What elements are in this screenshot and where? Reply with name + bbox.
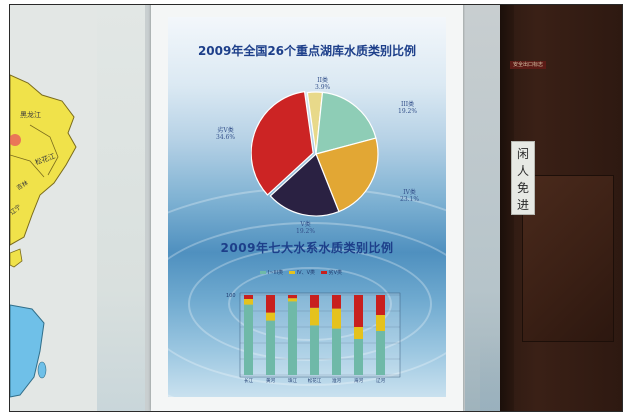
door-panel	[522, 175, 614, 342]
legend-item-good: I~III类	[260, 270, 283, 276]
pie-label-v: V类 19.2%	[296, 221, 315, 235]
bar-5-1	[354, 327, 363, 339]
legend-item-mid: IV、V类	[288, 270, 316, 276]
x-tick-label-0: 长江	[244, 377, 253, 384]
y-axis-max-label: 100	[226, 293, 236, 299]
door-top-sign: 安全出口标志	[510, 61, 546, 69]
map-label-heilongjiang: 黑龙江	[20, 110, 41, 119]
bar-4-0	[332, 328, 341, 375]
pie-slice-3	[269, 152, 340, 217]
bar-2-0	[288, 301, 297, 375]
bar-6-0	[376, 331, 385, 375]
pie-label-iii-pct: 19.2%	[398, 108, 418, 115]
pie-label-worse-v-pct: 34.6%	[216, 134, 236, 141]
poster: 2009年全国26个重点湖库水质类别比例 II类 3.9% III类 19.2%…	[168, 17, 446, 397]
pie-chart	[251, 90, 379, 217]
bar-3-1	[310, 307, 319, 326]
pie-label-iv-pct: 23.1%	[400, 196, 420, 203]
wall-gap	[97, 5, 145, 411]
legend-swatch-mid	[288, 271, 295, 274]
legend-label-mid: IV、V类	[296, 270, 316, 276]
map-panel: 黑龙江 松花江 吉林 辽宁	[10, 5, 97, 411]
bar-4-2	[332, 295, 341, 309]
pie-label-v-name: V类	[300, 221, 311, 228]
pie-chart-title: 2009年全国26个重点湖库水质类别比例	[197, 44, 417, 58]
legend-label-good: I~III类	[268, 270, 284, 276]
x-tick-label-1: 黄河	[266, 377, 275, 384]
bar-1-0	[266, 320, 275, 375]
bar-chart-title: 2009年七大水系水质类别比例	[220, 241, 394, 255]
bar-legend: I~III类 IV、V类 劣V类	[260, 269, 346, 276]
bar-6-2	[376, 295, 385, 315]
pie-label-v-pct: 19.2%	[296, 228, 316, 235]
x-tick-label-5: 海河	[354, 377, 363, 384]
photo: 黑龙江 松花江 吉林 辽宁 2009年全国26个重点湖库水质类别比例 II类 3…	[9, 4, 623, 412]
x-tick-label-2: 珠江	[288, 377, 297, 384]
bar-0-2	[244, 295, 253, 299]
pie-label-iv: IV类 23.1%	[400, 189, 419, 203]
pie-label-iii: III类 19.2%	[398, 101, 417, 115]
bar-4-1	[332, 308, 341, 329]
pie-slice-1	[315, 91, 377, 155]
door-frame	[500, 5, 514, 411]
pie-slice-2	[315, 137, 379, 213]
bar-0-1	[244, 299, 253, 305]
x-tick-label-6: 辽河	[376, 377, 385, 384]
bar-2-2	[288, 295, 297, 299]
legend-swatch-good	[260, 271, 266, 274]
pie-label-iv-name: IV类	[403, 189, 416, 196]
bar-5-0	[354, 339, 363, 375]
bar-5-2	[354, 295, 363, 327]
x-tick-label-4: 淮河	[332, 377, 341, 384]
bar-0-0	[244, 304, 253, 375]
stacked-bar-chart: 100 长江 黄河 珠江 松花江 淮河 海河 辽河	[226, 292, 401, 384]
display-board: 2009年全国26个重点湖库水质类别比例 II类 3.9% III类 19.2%…	[151, 5, 463, 411]
pie-label-ii-pct: 3.9%	[315, 84, 331, 91]
pie-label-iii-name: III类	[400, 101, 415, 108]
no-entry-sign-text: 闲人免进	[516, 147, 529, 212]
bar-2-1	[288, 298, 297, 302]
legend-item-bad: 劣V类	[320, 270, 343, 276]
bar-3-2	[310, 295, 319, 308]
pie-label-ii-name: II类	[317, 77, 328, 84]
bar-1-2	[266, 295, 275, 313]
pie-label-worse-v: 劣V类 34.6%	[216, 127, 235, 141]
bar-6-1	[376, 315, 385, 331]
china-map-fragment: 黑龙江 松花江 吉林 辽宁	[10, 5, 97, 411]
pie-slice-4	[251, 90, 314, 196]
no-entry-sign: 闲人免进	[511, 141, 535, 215]
legend-swatch-bad	[320, 271, 327, 274]
legend-label-bad: 劣V类	[328, 270, 343, 276]
x-tick-label-3: 松花江	[308, 377, 322, 384]
pie-label-worse-v-name: 劣V类	[217, 127, 234, 134]
bar-3-0	[310, 325, 319, 375]
pie-label-ii: II类 3.9%	[315, 77, 330, 91]
bar-1-1	[266, 312, 275, 321]
